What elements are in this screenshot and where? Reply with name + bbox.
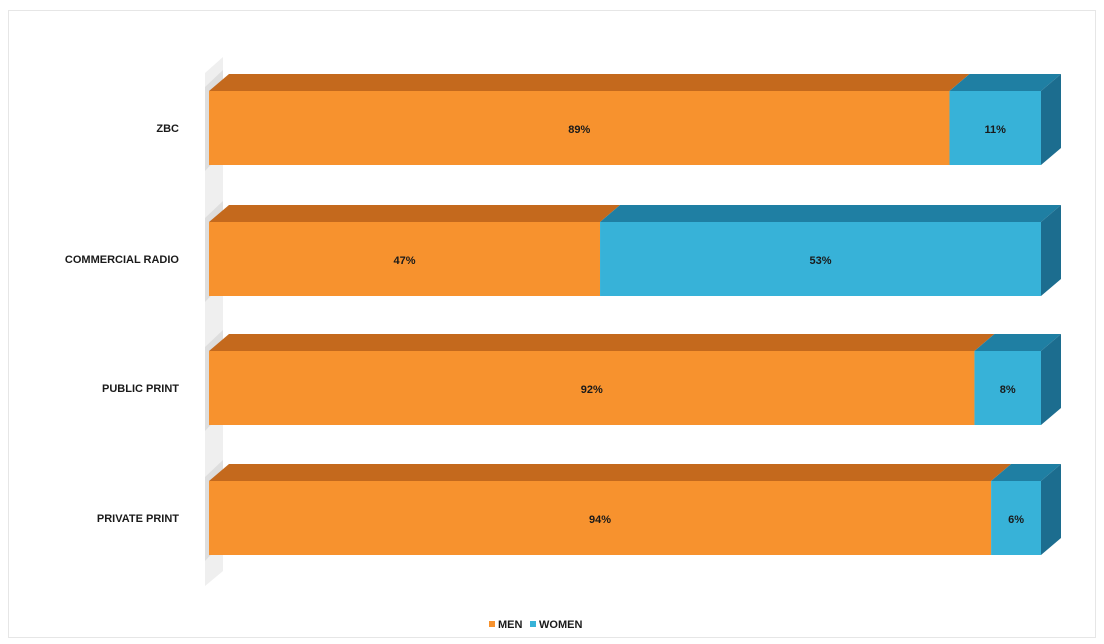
- category-label: PRIVATE PRINT: [97, 513, 179, 525]
- data-label: 89%: [568, 124, 590, 136]
- bar-front-face: [209, 351, 975, 425]
- bar-segment-men: 47%: [209, 205, 621, 296]
- data-label: 8%: [1000, 384, 1016, 396]
- bar-top-face: [991, 464, 1061, 481]
- bar-segment-women: 53%: [600, 205, 1061, 296]
- legend: MEN WOMEN: [489, 619, 582, 631]
- bar-segment-men: 94%: [209, 464, 1012, 555]
- bar-top-face: [974, 334, 1061, 351]
- chart-wall: [205, 57, 223, 586]
- bar-segment-men: 89%: [209, 74, 970, 165]
- bar-top-face: [209, 334, 995, 351]
- data-label: 94%: [589, 514, 611, 526]
- bar-front-face: [209, 481, 992, 555]
- legend-label: MEN: [498, 619, 523, 631]
- category-labels: ZBC COMMERCIAL RADIO PUBLIC PRINT PRIVATE P…: [65, 123, 180, 525]
- bar-front-face: [209, 91, 950, 165]
- bar-segment-men: 92%: [209, 334, 995, 425]
- bar-top-face: [209, 464, 1012, 481]
- category-label: ZBC: [156, 123, 179, 135]
- data-label: 47%: [394, 255, 416, 267]
- bar-front-face: [209, 222, 601, 296]
- legend-swatch: [530, 621, 536, 627]
- bar-front-face: [974, 351, 1041, 425]
- data-label: 92%: [581, 384, 603, 396]
- legend-label: WOMEN: [539, 619, 582, 631]
- bar-front-face: [600, 222, 1041, 296]
- bar-side-face: [1041, 464, 1061, 555]
- bar-top-face: [209, 205, 621, 222]
- category-label: COMMERCIAL RADIO: [65, 254, 180, 266]
- legend-item-women: WOMEN: [530, 619, 582, 631]
- bar-side-face: [1041, 334, 1061, 425]
- category-label: PUBLIC PRINT: [102, 383, 179, 395]
- bar-segment-women: 11%: [949, 74, 1061, 165]
- bar-front-face: [991, 481, 1041, 555]
- legend-item-men: MEN: [489, 619, 523, 631]
- bar-top-face: [949, 74, 1061, 91]
- bars: 89% 11% 47% 53% 92% 8% 94% 6%: [209, 74, 1061, 555]
- data-label: 53%: [810, 255, 832, 267]
- bar-top-face: [209, 74, 970, 91]
- legend-swatch: [489, 621, 495, 627]
- bar-front-face: [949, 91, 1041, 165]
- data-label: 6%: [1008, 514, 1024, 526]
- bar-side-face: [1041, 74, 1061, 165]
- stacked-bar-chart: 89% 11% 47% 53% 92% 8% 94% 6% ZBC COMMERCIAL RAD…: [65, 57, 1061, 631]
- chart-frame: 89% 11% 47% 53% 92% 8% 94% 6% ZBC COMMERCIAL RAD…: [8, 10, 1096, 638]
- bar-segment-women: 6%: [991, 464, 1061, 555]
- bar-side-face: [1041, 205, 1061, 296]
- bar-segment-women: 8%: [974, 334, 1061, 425]
- data-label: 11%: [985, 124, 1007, 136]
- bar-top-face: [600, 205, 1061, 222]
